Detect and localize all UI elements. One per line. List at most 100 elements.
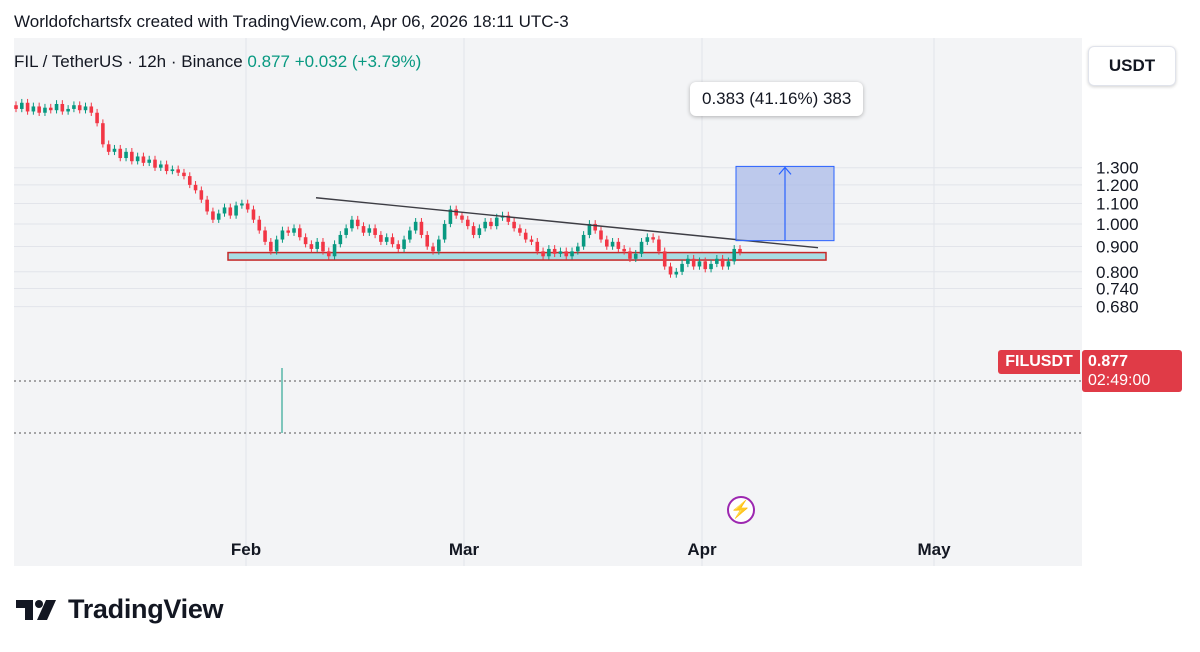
candle-body xyxy=(639,241,644,254)
candle-body xyxy=(587,223,592,235)
candle-body xyxy=(309,244,314,249)
candle-body xyxy=(269,241,273,252)
candle-body xyxy=(460,215,464,220)
candle-body xyxy=(604,239,609,247)
candle-body xyxy=(228,207,233,216)
footer: TradingView xyxy=(16,594,224,625)
candle-body xyxy=(686,258,690,264)
measure-arrow-head xyxy=(778,166,792,175)
candle-body xyxy=(361,226,366,233)
candle-body xyxy=(344,228,348,235)
candle-body xyxy=(680,263,684,272)
y-tick-label: 1.300 xyxy=(1096,159,1139,178)
legend-change: +0.032 (+3.79%) xyxy=(294,52,422,71)
candle-body xyxy=(222,207,227,214)
candle-body xyxy=(541,251,545,257)
chart-frame[interactable]: Feb Mar Apr May 1.300 1.200 1.100 1.000 0.900 0.… xyxy=(14,38,1186,566)
currency-button[interactable]: USDT xyxy=(1088,46,1176,86)
y-tick-label: 1.100 xyxy=(1096,195,1139,214)
x-tick-label: Feb xyxy=(231,540,261,559)
candle-body xyxy=(668,266,673,275)
candle-body xyxy=(182,172,186,177)
measure-label: 0.383 (41.16%) 383 xyxy=(690,82,864,116)
candle-body xyxy=(257,219,262,231)
candle-body xyxy=(153,159,157,168)
candle-body xyxy=(662,251,667,267)
candle-body xyxy=(48,107,53,111)
candle-body xyxy=(437,239,441,252)
support-zone[interactable] xyxy=(227,251,827,261)
candle-body xyxy=(703,261,708,270)
candle-body xyxy=(240,203,244,206)
candle-body xyxy=(54,103,59,111)
candle-body xyxy=(101,123,105,145)
candle-body xyxy=(95,112,99,124)
candle-body xyxy=(332,244,337,257)
candle-body xyxy=(187,176,192,185)
candle-body xyxy=(286,230,291,233)
candle-body xyxy=(164,164,169,172)
legend-symbol: FIL / TetherUS · 12h · Binance xyxy=(14,52,243,71)
candle-body xyxy=(408,230,412,240)
candle-body xyxy=(396,244,401,249)
candle-body xyxy=(355,219,360,227)
price-chart[interactable]: Feb Mar Apr May xyxy=(14,38,1082,566)
bar-countdown: 02:49:00 xyxy=(1088,372,1151,389)
candle-body xyxy=(147,159,152,163)
candle-body xyxy=(251,209,256,220)
candle-body xyxy=(465,219,470,227)
candle-body xyxy=(263,230,267,242)
candle-body xyxy=(523,232,528,240)
candle-body xyxy=(518,228,522,233)
candle-body xyxy=(199,190,204,200)
y-tick-label: 0.800 xyxy=(1096,263,1139,282)
candle-body xyxy=(31,106,36,112)
candle-body xyxy=(616,241,621,249)
plot-area[interactable]: Feb Mar Apr May xyxy=(14,38,1082,566)
candle-body xyxy=(135,156,140,162)
candle-body xyxy=(709,263,713,270)
candle-body xyxy=(19,102,24,109)
last-price-tag: 0.877 02:49:00 xyxy=(1082,350,1182,392)
candle-body xyxy=(674,271,679,275)
candle-body xyxy=(576,246,580,252)
candle-body xyxy=(367,228,372,233)
candle-body xyxy=(535,241,540,252)
candle-body xyxy=(715,258,719,264)
y-tick-label: 0.680 xyxy=(1096,298,1139,317)
candle-body xyxy=(645,237,650,242)
candle-body xyxy=(657,239,661,252)
candle-body xyxy=(558,251,563,254)
candle-body xyxy=(72,105,76,109)
candle-body xyxy=(633,253,638,259)
candle-body xyxy=(489,221,493,227)
candle-body xyxy=(43,107,47,113)
candle-body xyxy=(483,221,487,229)
candle-body xyxy=(193,184,198,191)
candle-body xyxy=(738,248,742,253)
candle-body xyxy=(628,251,632,259)
candle-body xyxy=(384,237,389,242)
price-scale[interactable]: 1.300 1.200 1.100 1.000 0.900 0.800 0.740 0.680 xyxy=(1082,38,1186,566)
candle-body xyxy=(118,148,123,159)
candle-body xyxy=(66,108,70,112)
last-price-value: 0.877 xyxy=(1088,353,1129,370)
candle-body xyxy=(321,241,325,252)
candle-body xyxy=(245,203,250,210)
y-tick-label: 0.900 xyxy=(1096,238,1139,257)
candle-body xyxy=(593,223,597,231)
candle-body xyxy=(390,237,395,245)
candle-body xyxy=(581,234,586,247)
candle-body xyxy=(622,248,626,252)
candle-body xyxy=(112,148,117,152)
descending-trendline[interactable] xyxy=(315,197,819,249)
candle-body xyxy=(234,205,238,216)
flash-icon[interactable]: ⚡ xyxy=(727,496,755,524)
candle-body xyxy=(315,241,319,249)
candle-body xyxy=(60,103,65,112)
candle-body xyxy=(274,239,279,252)
candle-body xyxy=(216,213,221,220)
candle-body xyxy=(732,248,737,262)
candle-body xyxy=(176,169,180,173)
